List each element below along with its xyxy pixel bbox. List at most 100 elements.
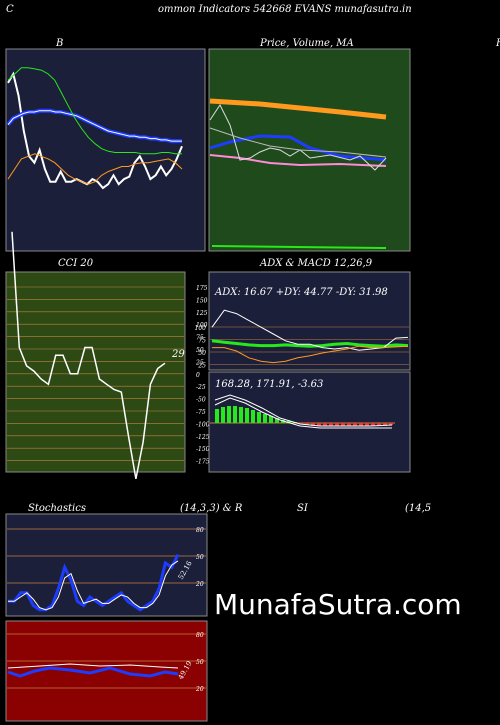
stoch-title: Stochastics <box>28 503 86 514</box>
rsi-line-white <box>7 663 179 669</box>
stoch-tick-label: 80 <box>196 527 204 534</box>
macd-hist-bar <box>233 406 237 423</box>
bollinger-series-0 <box>7 71 183 190</box>
cci-panel <box>5 271 186 473</box>
header-title: ommon Indicators 542668 EVANS munafasutr… <box>158 4 412 15</box>
macd-signal <box>214 397 392 429</box>
rsi-tick-label: 20 <box>195 686 204 693</box>
stoch-lines <box>8 553 180 612</box>
cci-tick-label: -175 <box>196 459 210 466</box>
macd-hist-bar <box>383 423 387 426</box>
cci-tick-label: 0 <box>196 372 200 379</box>
rsi-tick-labels: 80 50 20 <box>195 632 204 693</box>
cci-tick-label: 75 <box>196 335 204 342</box>
adx-lines <box>211 309 409 364</box>
macd-hist-bar <box>263 414 267 423</box>
adx-tick-labels: 100 75 50 25 <box>195 325 207 370</box>
rsi-params: (14,5 <box>405 503 432 514</box>
macd-hist-bar <box>269 416 273 423</box>
macd-hist-bar <box>329 423 333 426</box>
macd-hist-bar <box>281 420 285 423</box>
macd-hist-bar <box>389 423 393 425</box>
stoch-grid <box>7 528 206 584</box>
adx-series-minusdy <box>212 345 409 364</box>
macd-hist-bar <box>287 421 291 423</box>
bollinger-series-3 <box>7 153 183 185</box>
adx-macd-title: ADX & MACD 12,26,9 <box>260 258 373 269</box>
macd-hist-bar <box>341 423 345 426</box>
cci-tick-label: 25 <box>195 359 204 366</box>
macd-hist-bar <box>305 423 309 425</box>
cci-tick-label: 175 <box>196 285 208 292</box>
stoch-tick-labels: 80 50 20 <box>195 527 204 588</box>
price-line-white <box>209 104 387 171</box>
price-ma-gray <box>209 127 387 158</box>
macd-hist-bar <box>239 407 243 423</box>
bollinger-lines <box>6 67 183 190</box>
cci-tick-label: -25 <box>196 384 206 391</box>
price-title: Price, Volume, MA <box>260 38 354 49</box>
adx-panel <box>208 271 411 371</box>
volume-bars <box>211 245 387 249</box>
cci-tick-label: -50 <box>196 397 206 404</box>
macd-hist-bar <box>347 423 351 426</box>
macd-hist-bar <box>215 409 219 423</box>
macd-hist-bar <box>311 423 315 426</box>
stoch-tick-label: 20 <box>195 581 204 588</box>
price-ma-pink <box>209 154 387 167</box>
macd-values-text: 168.28, 171.91, -3.63 <box>215 379 323 390</box>
cci-tick-label: 100 <box>196 322 208 329</box>
macd-hist-bar <box>317 423 321 426</box>
watermark: MunafaSutra.com <box>214 588 462 621</box>
adx-series-plusdy <box>211 309 409 351</box>
rsi-grid <box>7 633 206 689</box>
cci-line <box>11 231 166 480</box>
cci-value-label: 29 <box>171 349 185 360</box>
macd-hist-bar <box>299 423 303 424</box>
stoch-k-line <box>8 553 180 612</box>
macd-line <box>214 394 393 427</box>
bollinger-title: B <box>56 38 64 49</box>
adx-tick-label: 100 <box>195 325 207 332</box>
macd-hist-bar <box>359 423 363 426</box>
cci-title: CCI 20 <box>58 258 94 269</box>
cci-tick-label: -150 <box>196 446 210 453</box>
header-left: C <box>6 4 14 15</box>
cci-lines <box>11 231 166 480</box>
cci-tick-label: -100 <box>196 421 210 428</box>
rsi-tick-label: 80 <box>196 632 204 639</box>
adx-series-adx <box>211 339 409 348</box>
macd-histogram <box>215 406 393 426</box>
stoch-params: (14,3,3) & R <box>180 503 243 514</box>
macd-hist-bar <box>323 423 327 426</box>
cci-tick-label: 125 <box>196 310 208 317</box>
stoch-tick-label: 50 <box>196 554 204 561</box>
price-right-mark: F <box>496 38 500 49</box>
adx-grid <box>210 326 409 365</box>
rsi-line-blue <box>7 666 179 678</box>
macd-hist-bar <box>257 412 261 423</box>
macd-hist-bar <box>335 423 339 426</box>
adx-tick-label: 50 <box>198 350 206 357</box>
price-lines <box>209 98 387 249</box>
macd-hist-bar <box>353 423 357 426</box>
bollinger-series-2 <box>7 67 182 155</box>
macd-hist-bar <box>377 423 381 426</box>
adx-tick-label: 75 <box>198 338 206 345</box>
macd-hist-bar <box>251 410 255 423</box>
cci-grid <box>7 286 184 461</box>
adx-tick-label: 25 <box>197 363 206 370</box>
cci-tick-label: 150 <box>196 297 208 304</box>
cci-tick-label: -125 <box>196 434 210 441</box>
cci-tick-label: -75 <box>196 409 206 416</box>
macd-hist-bar <box>227 406 231 423</box>
price-ma-orange-band <box>209 98 387 120</box>
stoch-d-line <box>8 560 179 611</box>
adx-values-text: ADX: 16.67 +DY: 44.77 -DY: 31.98 <box>214 287 388 298</box>
macd-hist-bar <box>275 418 279 423</box>
rsi-title: SI <box>297 503 308 514</box>
macd-hist-bar <box>371 423 375 426</box>
macd-hist-bar <box>365 423 369 426</box>
cci-tick-labels: 175 150 125 100 75 50 25 0 -25 -50 -75 -100 -125 -150… <box>195 285 210 466</box>
